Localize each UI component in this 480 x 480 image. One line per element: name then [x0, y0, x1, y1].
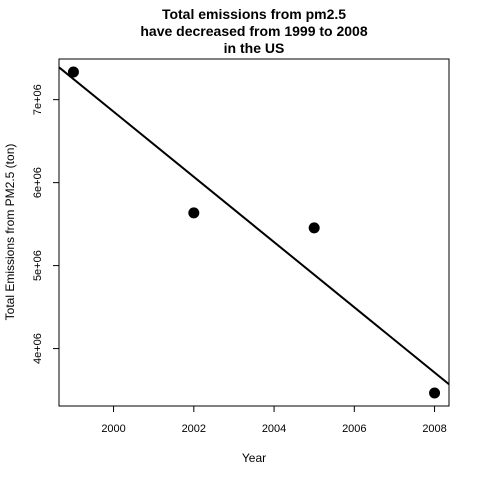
chart-title-line-2: have decreased from 1999 to 2008 [140, 23, 367, 39]
chart-title-line-3: in the US [224, 40, 285, 56]
y-tick-label: 5e+06 [32, 250, 44, 281]
data-points [67, 66, 441, 399]
chart-title: Total emissions from pm2.5 have decrease… [140, 6, 367, 56]
y-tick-label: 4e+06 [32, 333, 44, 364]
y-tick-label: 7e+06 [32, 84, 44, 115]
x-axis: 2000 2002 2004 2006 2008 [101, 405, 447, 435]
y-axis-label: Total Emissions from PM2.5 (ton) [3, 144, 17, 321]
x-tick-label: 2008 [422, 423, 446, 435]
regression-line [58, 66, 450, 386]
x-axis-label: Year [242, 451, 266, 465]
data-point [67, 66, 79, 78]
plot-frame [58, 58, 450, 407]
x-tick-label: 2002 [182, 423, 206, 435]
x-tick-label: 2000 [101, 423, 125, 435]
chart-title-line-1: Total emissions from pm2.5 [162, 6, 346, 22]
data-point [308, 222, 320, 234]
x-tick-label: 2004 [262, 423, 286, 435]
y-tick-label: 6e+06 [32, 167, 44, 198]
x-tick-label: 2006 [342, 423, 366, 435]
data-point [188, 207, 200, 219]
data-point [429, 387, 441, 399]
